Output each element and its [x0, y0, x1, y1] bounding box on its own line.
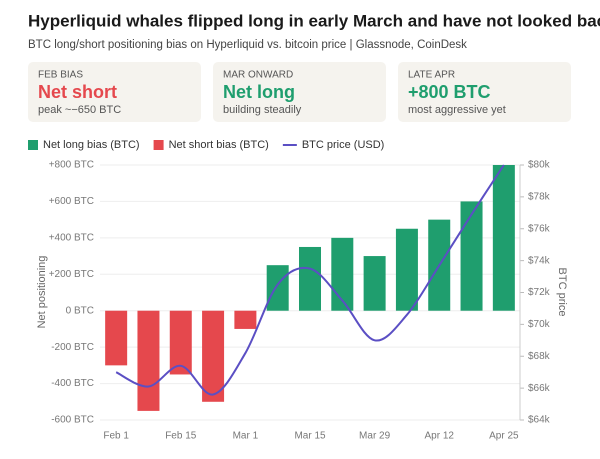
- card-value: +800 BTC: [408, 82, 491, 102]
- bar: [105, 310, 128, 366]
- x-tick-label: Apr 25: [489, 431, 519, 442]
- y2-tick-label: $70k: [528, 319, 551, 330]
- card: [213, 62, 386, 122]
- chart-title: Hyperliquid whales flipped long in early…: [28, 11, 600, 30]
- y-tick-label: +400 BTC: [49, 232, 94, 243]
- y-tick-label: -600 BTC: [51, 415, 94, 426]
- card-label: FEB BIAS: [38, 70, 83, 81]
- legend-swatch: [153, 140, 164, 150]
- chart-subtitle: BTC long/short positioning bias on Hyper…: [28, 39, 467, 51]
- bar: [363, 256, 386, 311]
- legend-swatch: [28, 140, 38, 150]
- y-tick-label: -200 BTC: [51, 342, 94, 353]
- y2-tick-label: $78k: [528, 192, 551, 203]
- x-tick-label: Mar 15: [294, 431, 326, 442]
- card-value: Net short: [38, 82, 117, 102]
- card-note: building steadily: [223, 104, 302, 116]
- bar: [137, 310, 160, 411]
- bar: [492, 165, 515, 311]
- card-label: MAR ONWARD: [223, 70, 293, 81]
- legend-label: Net long bias (BTC): [43, 139, 140, 151]
- y2-axis-label: BTC price: [556, 268, 568, 317]
- y-tick-label: 0 BTC: [66, 305, 94, 316]
- card: [398, 62, 571, 122]
- y2-tick-label: $64k: [528, 415, 551, 426]
- bar: [234, 310, 257, 329]
- card-note: peak ~−650 BTC: [38, 104, 121, 116]
- y2-tick-label: $76k: [528, 223, 551, 234]
- y2-tick-label: $80k: [528, 160, 551, 171]
- y-tick-label: +800 BTC: [49, 160, 94, 171]
- y2-tick-label: $68k: [528, 351, 551, 362]
- y-axis-label: Net positioning: [36, 256, 48, 329]
- bar: [395, 228, 418, 311]
- y-tick-label: -400 BTC: [51, 378, 94, 389]
- card-value: Net long: [223, 82, 295, 102]
- x-tick-label: Mar 29: [359, 431, 391, 442]
- y2-tick-label: $66k: [528, 383, 551, 394]
- y2-tick-label: $72k: [528, 287, 551, 298]
- bar: [202, 310, 225, 402]
- x-tick-label: Apr 12: [424, 431, 454, 442]
- card: [28, 62, 201, 122]
- bar: [169, 310, 192, 375]
- bar: [266, 265, 289, 311]
- legend-label: BTC price (USD): [302, 139, 385, 151]
- bar: [299, 246, 321, 311]
- price-line: [115, 164, 505, 396]
- y2-tick-label: $74k: [528, 255, 551, 266]
- x-tick-label: Mar 1: [233, 431, 259, 442]
- legend-label: Net short bias (BTC): [169, 139, 269, 151]
- x-tick-label: Feb 1: [103, 431, 129, 442]
- bar: [460, 201, 483, 311]
- y-tick-label: +200 BTC: [49, 269, 94, 280]
- y-tick-label: +600 BTC: [49, 196, 94, 207]
- card-label: LATE APR: [408, 70, 455, 81]
- x-tick-label: Feb 15: [165, 431, 197, 442]
- card-note: most aggressive yet: [408, 104, 506, 116]
